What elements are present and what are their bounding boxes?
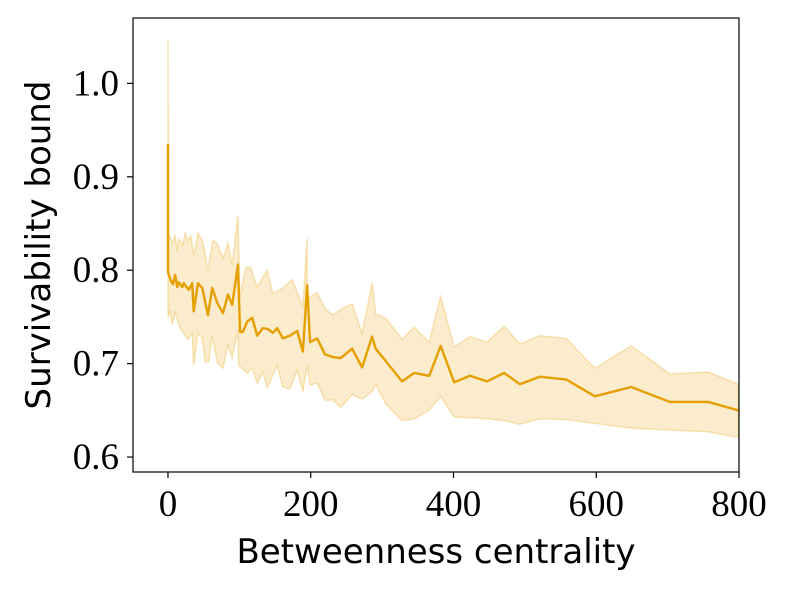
y-axis-label: Survivability bound [19,81,59,410]
x-axis-label: Betweenness centrality [236,532,635,572]
x-tick-label: 800 [711,484,767,525]
axes-frame [132,17,740,473]
x-tick-label: 600 [568,484,624,525]
axis-ticks: 0 200 400 600 800 0.6 0.7 0.8 0.9 1.0 [73,63,767,525]
y-tick-label: 0.9 [73,157,119,198]
plot-area [166,39,740,439]
x-tick-label: 400 [426,484,482,525]
y-tick-label: 0.8 [73,250,119,291]
y-tick-label: 0.6 [73,437,119,478]
x-tick-label: 200 [283,484,339,525]
y-tick-label: 1.0 [73,63,119,104]
y-tick-label: 0.7 [73,344,119,385]
mean-line [166,144,739,412]
x-tick-label: 0 [159,484,178,525]
